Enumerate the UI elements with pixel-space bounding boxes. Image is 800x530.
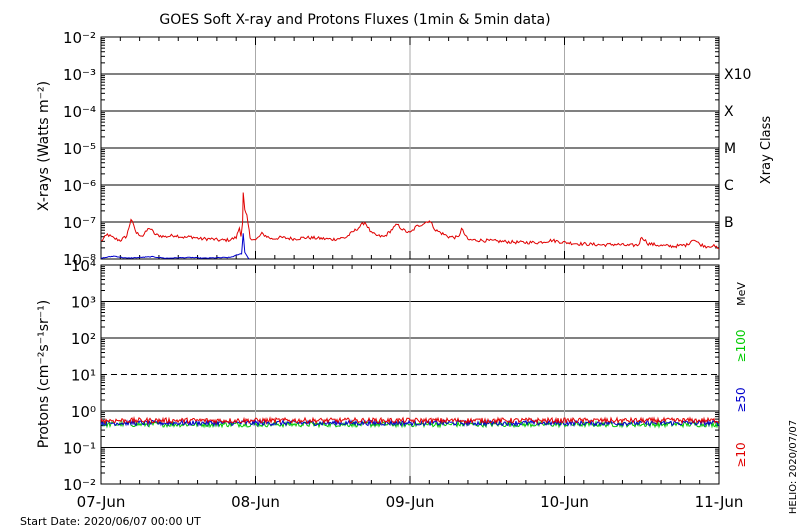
y-tick-label: 10³ xyxy=(71,294,96,312)
y-tick-label: 10⁻² xyxy=(63,29,96,47)
y-tick-label: 10⁻⁵ xyxy=(63,140,96,158)
x-tick-label: 10-Jun xyxy=(540,493,589,511)
helio-date-label: HELIO: 2020/07/07 xyxy=(788,420,799,514)
x-tick-label: 07-Jun xyxy=(77,493,126,511)
start-date-label: Start Date: 2020/06/07 00:00 UT xyxy=(20,515,201,528)
proton-legend-label: ≥10 xyxy=(734,442,748,467)
y-tick-label: 10⁻³ xyxy=(63,66,96,84)
xray-class-label: X xyxy=(724,104,734,120)
x-tick-label: 09-Jun xyxy=(386,493,435,511)
xray-series-line xyxy=(100,233,250,260)
xray-class-label: M xyxy=(724,141,736,157)
y-tick-label: 10¹ xyxy=(71,367,96,385)
proton-legend-label: ≥50 xyxy=(734,387,748,412)
x-tick-label: 08-Jun xyxy=(231,493,280,511)
proton-unit-label: MeV xyxy=(735,282,748,306)
xray-class-label: B xyxy=(724,215,734,231)
xray-panel: 10⁻⁸ 10⁻⁷ 10⁻⁶ 10⁻⁵ 10⁻⁴ 10⁻³ 10⁻² B C M X X10 xyxy=(63,29,751,269)
y-tick-label: 10⁰ xyxy=(71,403,96,421)
y-tick-label: 10⁻¹ xyxy=(63,440,96,458)
proton-series-line xyxy=(100,418,720,428)
y-tick-label: 10⁴ xyxy=(71,257,96,275)
xray-class-label: C xyxy=(724,178,734,194)
xray-class-axis-label: Xray Class xyxy=(759,116,774,184)
y-tick-label: 10⁻⁸ xyxy=(63,251,96,269)
y-tick-label: 10⁻⁷ xyxy=(63,214,96,232)
chart-title: GOES Soft X-ray and Protons Fluxes (1min… xyxy=(159,12,550,28)
proton-series-line xyxy=(100,416,720,425)
xray-y-axis-label: X-rays (Watts m⁻²) xyxy=(36,81,52,211)
xray-class-label: X10 xyxy=(724,67,751,83)
y-tick-label: 10⁻⁶ xyxy=(63,177,96,195)
y-tick-label: 10⁻² xyxy=(63,476,96,494)
xray-series-line xyxy=(100,192,720,250)
proton-series-line xyxy=(100,420,720,429)
x-tick-label: 11-Jun xyxy=(695,493,744,511)
proton-y-axis-label: Protons (cm⁻²s⁻¹sr⁻¹) xyxy=(36,300,52,449)
y-tick-label: 10⁻⁴ xyxy=(63,103,96,121)
y-tick-label: 10² xyxy=(71,330,96,348)
proton-legend-label: ≥100 xyxy=(734,330,748,363)
proton-panel: 10⁻² 10⁻¹ 10⁰ 10¹ 10² 10³ 10⁴ ≥10 ≥50 ≥100 MeV 07-J… xyxy=(63,257,748,511)
